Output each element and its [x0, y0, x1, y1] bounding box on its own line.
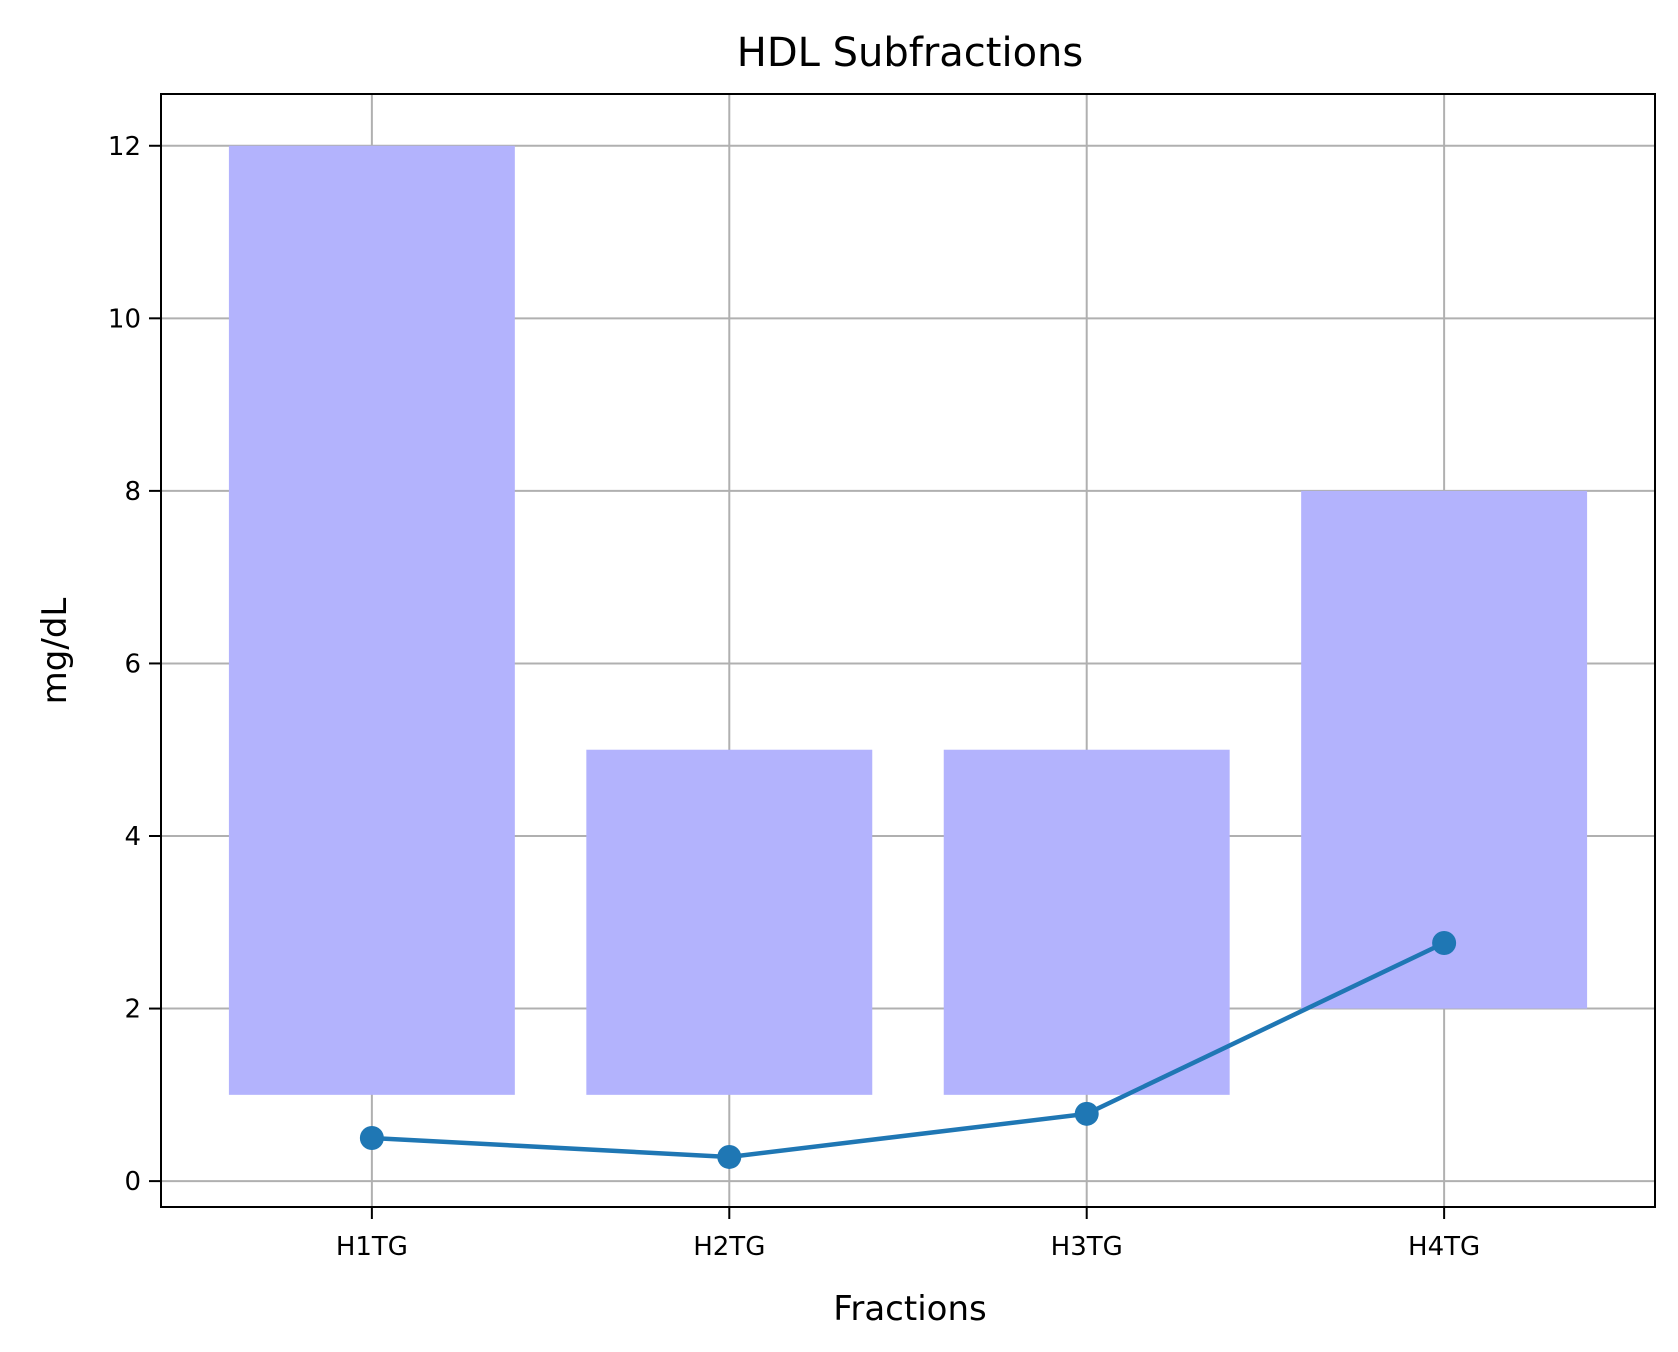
series-point-h4tg	[1432, 930, 1457, 955]
series-point-h1tg	[359, 1125, 384, 1150]
x-tick-label: H3TG	[1051, 1232, 1123, 1262]
plot-area-frame	[160, 93, 1656, 1208]
y-tick-label: 2	[124, 995, 141, 1025]
range-bar-h1tg	[228, 145, 515, 1095]
x-tick-label: H4TG	[1408, 1232, 1480, 1262]
y-tick-label: 8	[124, 477, 141, 507]
range-bars	[228, 145, 1588, 1095]
x-tick-label: H1TG	[336, 1232, 408, 1262]
y-tick-label: 10	[108, 304, 141, 334]
series-line	[371, 940, 1446, 1160]
y-tick-label: 12	[108, 132, 141, 162]
x-axis-label: Fractions	[833, 1289, 986, 1329]
line-series	[359, 930, 1457, 1169]
range-bar-h3tg	[943, 749, 1230, 1095]
y-tick-label: 6	[124, 649, 141, 679]
series-point-h2tg	[717, 1144, 742, 1169]
y-tick-label: 4	[124, 822, 141, 852]
x-axis: H1TG H2TG H3TG H4TG	[336, 1207, 1480, 1262]
y-tick-label: 0	[124, 1167, 141, 1197]
chart-title: HDL Subfractions	[737, 30, 1084, 76]
series-point-h3tg	[1074, 1101, 1099, 1126]
y-axis-label: mg/dL	[35, 598, 75, 705]
x-tick-label: H2TG	[693, 1232, 765, 1262]
y-axis: 0 2 4 6 8 10 12	[108, 132, 161, 1197]
range-bar-h2tg	[586, 749, 873, 1095]
range-bar-h4tg	[1301, 490, 1588, 1009]
